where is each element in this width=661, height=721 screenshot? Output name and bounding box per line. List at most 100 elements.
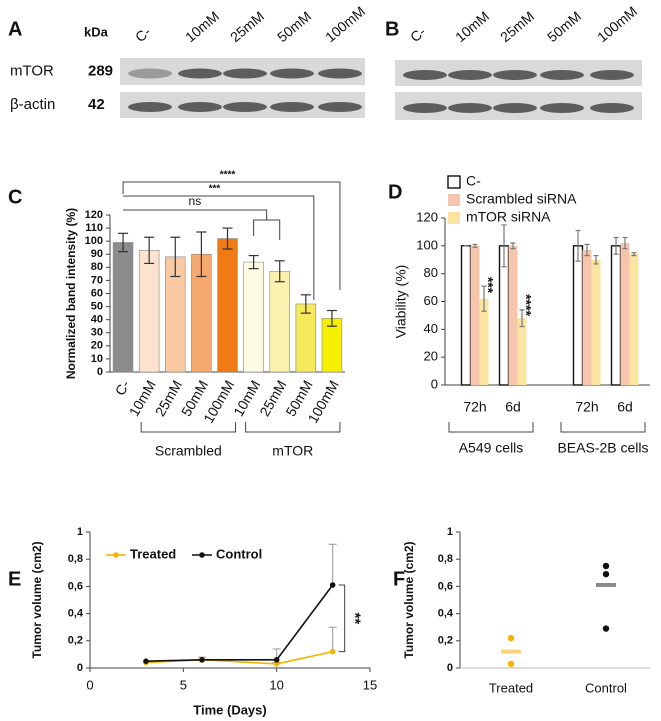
point [329,648,336,655]
bar [269,270,290,373]
blot-band [590,70,634,80]
x-tick-label: Treated [489,680,533,695]
y-tick-label: 120 [416,209,438,224]
y-tick-label: 60 [91,287,103,299]
bar [217,238,238,373]
blot-band [493,103,537,113]
legend-swatch [448,194,460,206]
x-tick-label: Control [585,680,627,695]
bar [138,250,160,373]
x-tick-label: 6d [617,399,633,415]
blot-band [128,68,172,79]
sig-bracket [123,209,281,240]
y-axis-label: Tumor volume (cm2) [402,541,416,658]
y-tick-label: 40 [91,314,103,326]
y-tick-label: 0 [97,366,103,378]
group-label: Scrambled [155,443,222,459]
point [199,657,205,663]
row-label: mTOR [10,62,54,79]
y-tick-label: 0 [447,662,453,674]
bar [479,298,489,385]
y-tick-label: 0 [431,376,438,391]
sig-label: **** [220,170,236,181]
bar [460,245,472,386]
panel-letter: E [8,568,21,590]
blot-band [270,68,314,79]
legend-label: Control [216,546,262,561]
bar [591,259,601,385]
y-tick-label: 60 [424,293,438,308]
point [329,582,336,588]
bar [508,245,518,385]
group-label: mTOR [272,443,313,459]
group-label: A549 cells [459,440,524,456]
blot-band [493,70,537,80]
point [143,658,149,664]
y-tick-label: 0,4 [438,608,454,620]
sig-label: **** [518,294,534,316]
y-tick-label: 40 [424,321,438,336]
sig-bracket [123,195,315,300]
panel-letter: C [8,186,22,208]
blot-band [590,103,634,113]
point [602,625,610,632]
series-line [145,584,334,662]
blot-band [403,70,447,80]
panel-letter: F [393,568,405,590]
y-tick-label: 0,2 [438,635,453,647]
blot-band [178,102,222,112]
x-axis-label: Time (Days) [193,702,266,717]
x-tick-label: 5 [180,677,187,692]
sig-label: ns [189,194,202,208]
bar [620,243,630,385]
x-tick-label: 72h [463,399,486,415]
y-tick-label: 0 [77,662,83,674]
y-tick-label: 50 [91,300,103,312]
y-tick-label: 10 [91,353,103,365]
bar [572,245,584,386]
kda-header: kDa [84,24,109,39]
group-bracket [140,422,236,433]
bar [610,245,622,386]
blot-band [540,70,584,80]
bar [112,242,134,373]
blot-band [270,102,314,112]
x-tick-label: 0 [86,677,93,692]
blot-band [540,103,584,113]
y-tick-label: 30 [91,327,103,339]
blot-band [223,68,267,79]
kda-value: 42 [88,96,105,113]
blot-band [128,102,172,112]
sig-label: *** [209,184,221,195]
legend-swatch [447,175,461,189]
legend-label: Treated [130,546,176,561]
y-tick-label: 90 [91,248,103,260]
y-tick-label: 1 [447,526,453,538]
y-tick-label: 0,8 [68,553,83,565]
blot-band [448,103,492,113]
legend-label: mTOR siRNA [466,209,551,225]
bar [629,254,639,385]
legend-label: Scrambled siRNA [466,191,577,207]
y-tick-label: 0,8 [438,553,453,565]
sig-bracket [122,181,341,290]
sig-label: *** [480,277,496,294]
blot-band [178,68,222,79]
blot-band [223,102,267,112]
blot-band [448,70,492,80]
y-axis-label: Tumor volume (cm2) [30,541,44,658]
y-tick-label: 20 [424,349,438,364]
y-tick-label: 110 [85,222,103,234]
legend-marker [113,552,119,558]
panel-letter: A [8,18,22,40]
y-tick-label: 0,4 [68,608,84,620]
x-tick-label: 15 [363,677,377,692]
y-tick-label: 1 [77,526,83,538]
panel-letter: B [385,18,399,40]
group-bracket [448,422,534,433]
y-tick-label: 0,2 [68,635,83,647]
point [507,660,515,668]
y-tick-label: 80 [91,261,103,273]
x-tick-label: 72h [575,399,598,415]
